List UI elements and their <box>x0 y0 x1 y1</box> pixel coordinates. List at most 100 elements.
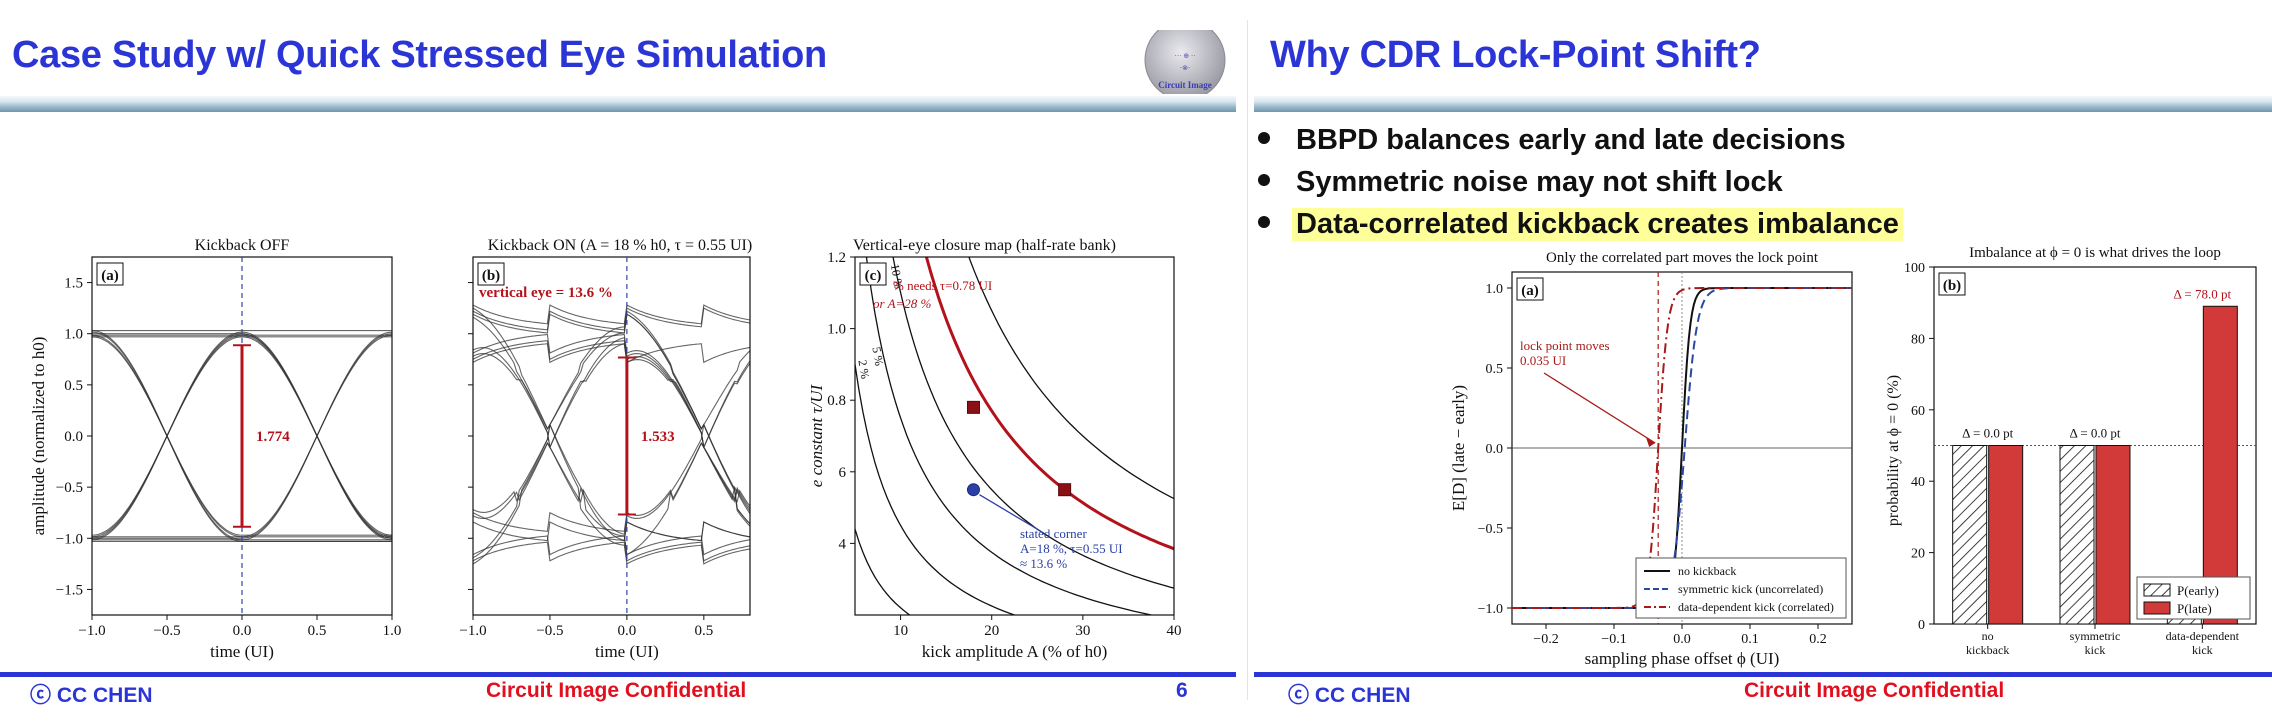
category-label: kick <box>2085 643 2106 657</box>
y-tick-label: 0 <box>1918 618 1925 633</box>
y-axis-label: amplitude (normalized to h0) <box>29 337 48 536</box>
bullet-text: BBPD balances early and late decisions <box>1296 124 1846 156</box>
title-band <box>0 96 1236 112</box>
x-axis-label: sampling phase offset ϕ (UI) <box>1585 649 1780 668</box>
panel-title: Vertical-eye closure map (half-rate bank… <box>853 237 1116 254</box>
lock-point-arrow <box>1543 372 1656 444</box>
bar-early <box>1952 445 1988 625</box>
x-tick-label: 0.0 <box>618 623 637 639</box>
lock-point-arrowhead <box>1646 438 1656 447</box>
logo-text: Circuit Image <box>1158 80 1212 90</box>
y-tick-label: 4 <box>839 536 847 552</box>
stated-corner-label: A=18 %, τ=0.55 UI <box>1020 541 1123 556</box>
right-slide: Why CDR Lock-Point Shift? BBPD balances … <box>1254 0 2272 721</box>
y-tick-label: 0.5 <box>1486 362 1504 377</box>
y-tick-label: 60 <box>1911 404 1925 419</box>
bar-late <box>1988 445 2024 625</box>
panel-tag: (a) <box>1521 283 1539 299</box>
panel-tag-box <box>859 262 887 286</box>
category-label: symmetric <box>2070 629 2121 643</box>
y-axis-label: probability at ϕ = 0 (%) <box>1885 375 1902 526</box>
y-tick-label: −1.0 <box>1478 602 1503 617</box>
y-tick-label: −1.5 <box>56 582 83 598</box>
y-tick-label: 1.0 <box>64 327 83 343</box>
contour-line <box>855 364 1017 615</box>
bar-late <box>2095 445 2131 625</box>
chart-title: Only the correlated part moves the lock … <box>1546 250 1819 266</box>
x-tick-label: 10 <box>893 623 908 639</box>
x-axis-label: time (UI) <box>210 642 274 661</box>
eye-trace <box>473 316 750 556</box>
legend-label: no kickback <box>1678 564 1736 578</box>
y-axis-label: e constant τ/UI <box>807 383 826 487</box>
x-tick-label: −0.1 <box>1601 632 1626 647</box>
panel-tag: (c) <box>865 268 882 284</box>
x-tick-label: −1.0 <box>78 623 105 639</box>
x-tick-label: 20 <box>984 623 999 639</box>
y-tick-label: 100 <box>1904 261 1925 276</box>
panel-tag-box <box>96 262 124 286</box>
panel-a: 1.774 Kickback OFF (a) −1.0 −0.5 0.0 0.5 1.0 −1.… <box>29 237 401 661</box>
lock-point-annotation: lock point moves <box>1520 338 1610 353</box>
eye-trace <box>473 310 750 527</box>
panel-tag-box <box>477 262 505 286</box>
x-tick-label: 0.5 <box>694 623 713 639</box>
title-band <box>1254 96 2272 112</box>
y-tick-label: −1.0 <box>56 531 83 547</box>
y-tick-label: 6 <box>839 465 847 481</box>
contour-label: 10 % <box>888 263 906 290</box>
contour-label-note: % needs τ=0.78 UI <box>893 278 992 293</box>
delta-label: Δ = 0.0 pt <box>1962 426 2013 441</box>
bullet-text-highlighted: Data-correlated kickback creates imbalan… <box>1292 208 1903 241</box>
x-tick-label: −1.0 <box>459 623 486 639</box>
eye-trace <box>473 343 750 364</box>
panel-tag-box <box>1938 272 1966 296</box>
chart-title: Imbalance at ϕ = 0 is what drives the lo… <box>1969 245 2221 261</box>
contour-line <box>855 528 911 615</box>
footer-copyright: ⓒ CC CHEN <box>1288 684 1411 707</box>
x-tick-label: 1.0 <box>383 623 402 639</box>
panel-tag: (b) <box>1943 278 1961 294</box>
eye-trace <box>92 336 392 536</box>
category-label: data-dependent <box>2166 629 2240 643</box>
bullet-text: Symmetric noise may not shift lock <box>1296 166 1783 198</box>
panel-tag: (b) <box>482 268 500 284</box>
x-axis-label: kick amplitude A (% of h0) <box>922 642 1108 661</box>
panel-title: Kickback ON (A = 18 % h0, τ = 0.55 UI) <box>488 237 752 254</box>
legend-label: symmetric kick (uncorrelated) <box>1678 582 1823 596</box>
x-tick-label: −0.5 <box>536 623 563 639</box>
legend-label: data-dependent kick (correlated) <box>1678 600 1834 614</box>
bar-early <box>2059 445 2095 625</box>
eye-trace <box>473 541 750 562</box>
eye-trace <box>473 521 750 542</box>
footer-confidential: Circuit Image Confidential <box>1744 679 2005 702</box>
y-tick-label: 0.5 <box>64 378 83 394</box>
target-contour <box>924 257 1174 551</box>
y-tick-label: 1.2 <box>827 250 846 266</box>
eye-simulation-figure: 1.774 Kickback OFF (a) −1.0 −0.5 0.0 0.5 1.0 −1.… <box>29 237 1182 661</box>
legend-label: P(late) <box>2177 601 2212 616</box>
eye-traces <box>473 304 750 565</box>
design-point-square <box>966 400 980 414</box>
x-tick-label: 0.0 <box>233 623 252 639</box>
y-tick-label: 40 <box>1911 475 1925 490</box>
legend-box <box>1635 557 1847 619</box>
category-label: no <box>1982 629 1994 643</box>
legend-swatch <box>2143 601 2171 615</box>
page-number: 6 <box>1176 679 1188 702</box>
stated-corner-label: stated corner <box>1020 526 1087 541</box>
delta-label: Δ = 78.0 pt <box>2174 286 2232 301</box>
delta-label: Δ = 0.0 pt <box>2069 426 2120 441</box>
panel-c: Vertical-eye closure map (half-rate bank… <box>807 237 1182 661</box>
x-tick-label: 0.5 <box>308 623 327 639</box>
y-tick-label: −0.5 <box>56 480 83 496</box>
axes-frame <box>854 256 1175 616</box>
y-tick-label: −0.5 <box>1478 522 1503 537</box>
category-label: kickback <box>1966 643 2009 657</box>
panel-b: 1.533 Kickback ON (A = 18 % h0, τ = 0.55 … <box>459 237 752 661</box>
slide-divider <box>1247 20 1248 700</box>
y-tick-label: 0.0 <box>64 429 83 445</box>
x-tick-label: 0.1 <box>1741 632 1759 647</box>
eye-trace <box>473 340 750 510</box>
